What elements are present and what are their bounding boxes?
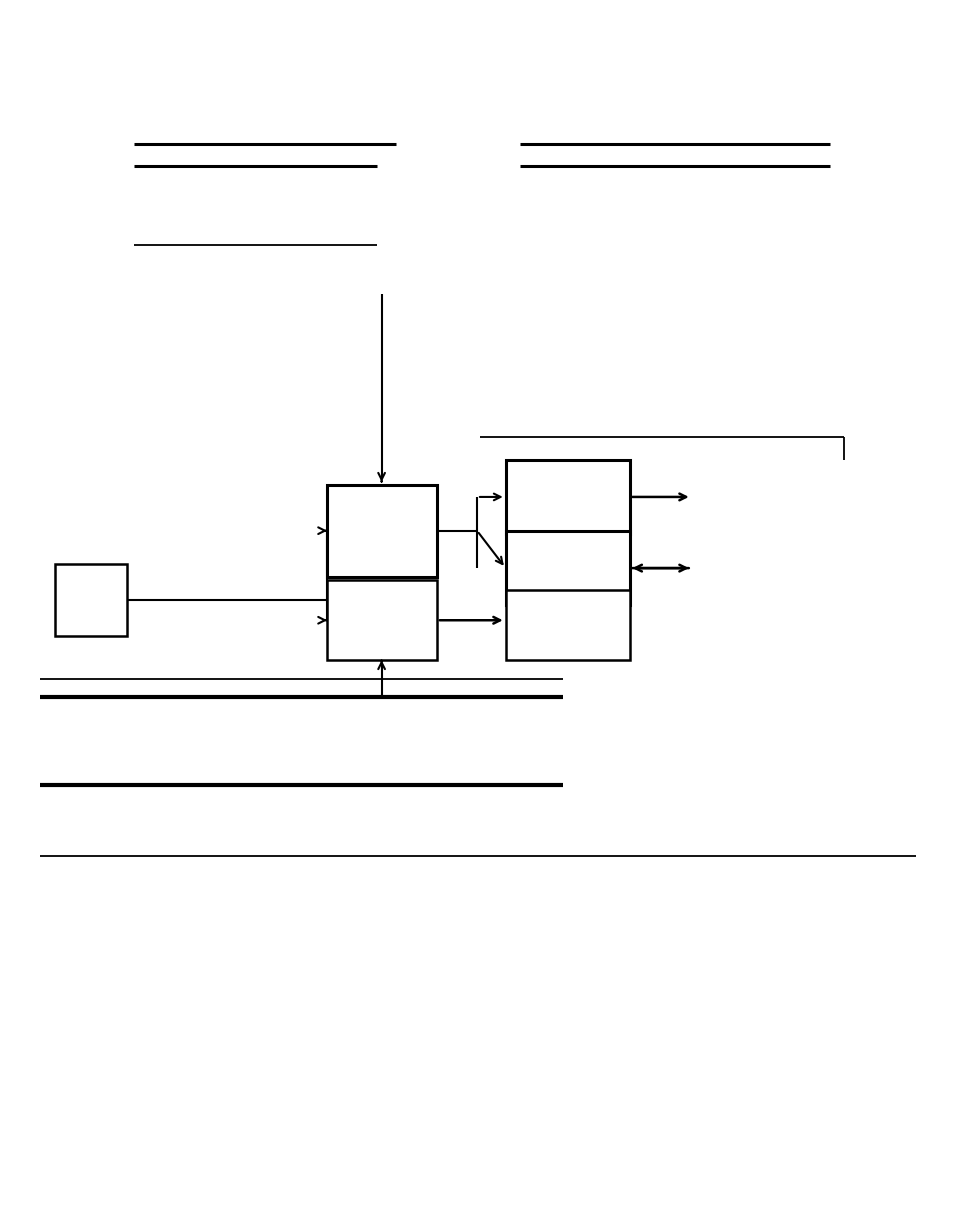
Bar: [505, 590, 629, 660]
Bar: [327, 580, 436, 660]
Bar: [327, 485, 436, 577]
Bar: [505, 531, 629, 605]
Bar: [55, 564, 127, 636]
Bar: [505, 460, 629, 534]
